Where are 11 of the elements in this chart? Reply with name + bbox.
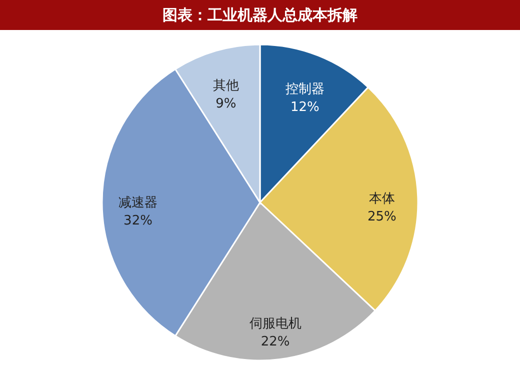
- data-label: 22%: [260, 334, 290, 350]
- slice-label: 控制器: [285, 82, 324, 98]
- slice-label: 其他: [212, 78, 239, 94]
- chart-title: 图表：工业机器人总成本拆解: [0, 0, 520, 30]
- slice-label: 伺服电机: [249, 316, 302, 332]
- data-label: 9%: [216, 96, 236, 112]
- slice-label: 本体: [368, 192, 395, 207]
- data-label: 12%: [290, 100, 320, 116]
- data-label: 25%: [367, 210, 396, 225]
- data-label: 32%: [124, 214, 152, 228]
- slice-label: 减速器: [118, 196, 158, 210]
